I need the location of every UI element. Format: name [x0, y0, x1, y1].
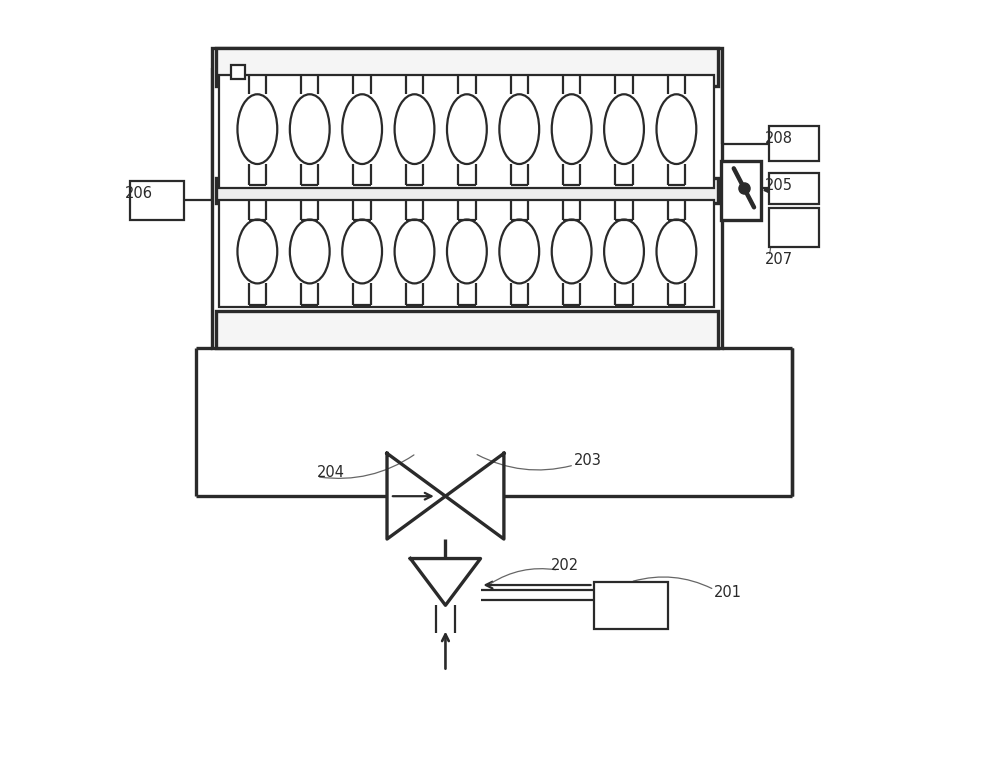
Bar	[216, 178, 718, 203]
Bar	[594, 582, 668, 629]
Bar	[130, 181, 184, 220]
Polygon shape	[387, 454, 445, 539]
Ellipse shape	[290, 220, 330, 283]
Bar	[769, 173, 819, 204]
Bar	[769, 208, 819, 247]
Ellipse shape	[657, 220, 696, 283]
Text: 207: 207	[765, 252, 793, 267]
Bar	[231, 65, 245, 79]
Text: 205: 205	[765, 178, 793, 193]
Text: 201: 201	[714, 586, 742, 601]
Ellipse shape	[237, 95, 277, 164]
Bar	[721, 160, 761, 220]
Ellipse shape	[237, 220, 277, 283]
Bar	[219, 75, 714, 188]
Ellipse shape	[395, 220, 434, 283]
Bar	[219, 200, 714, 307]
Text: 208: 208	[765, 131, 793, 146]
Ellipse shape	[499, 95, 539, 164]
Bar	[212, 48, 722, 348]
Text: 204: 204	[317, 465, 345, 479]
Ellipse shape	[499, 220, 539, 283]
Ellipse shape	[552, 220, 592, 283]
Bar	[216, 48, 718, 85]
Ellipse shape	[604, 95, 644, 164]
Text: 203: 203	[574, 453, 602, 468]
Ellipse shape	[552, 95, 592, 164]
Bar	[769, 126, 819, 161]
Bar	[216, 310, 718, 348]
Ellipse shape	[657, 95, 696, 164]
Ellipse shape	[447, 95, 487, 164]
Ellipse shape	[604, 220, 644, 283]
Ellipse shape	[447, 220, 487, 283]
Polygon shape	[445, 454, 504, 539]
Text: 206: 206	[124, 186, 152, 201]
Ellipse shape	[290, 95, 330, 164]
Polygon shape	[410, 558, 481, 605]
Ellipse shape	[395, 95, 434, 164]
Ellipse shape	[342, 95, 382, 164]
Text: 202: 202	[551, 558, 579, 573]
Ellipse shape	[342, 220, 382, 283]
